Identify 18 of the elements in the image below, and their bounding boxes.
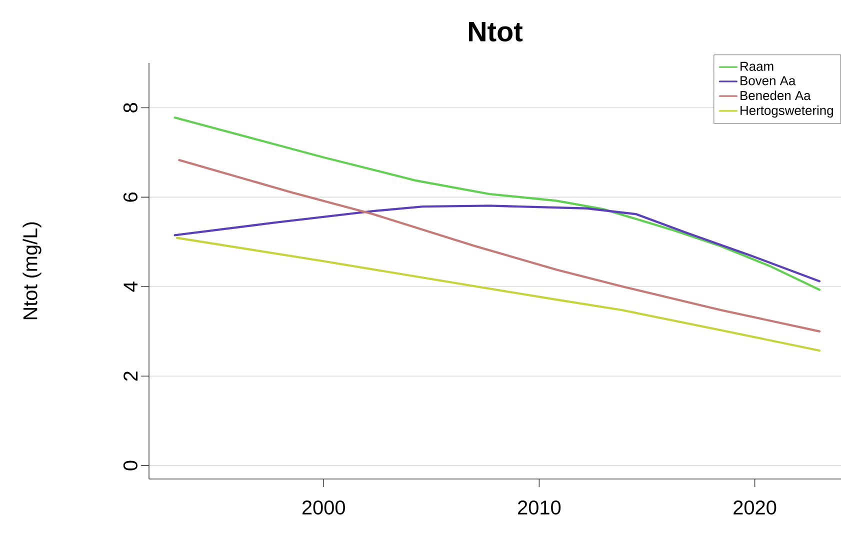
legend-label: Hertogswetering xyxy=(740,106,833,118)
y-axis-title: Ntot (mg/L) xyxy=(22,222,42,320)
legend-label: Raam xyxy=(740,62,774,71)
y-tick-label: 2 xyxy=(124,372,138,381)
x-tick-label: 2000 xyxy=(302,500,345,515)
legend-label: Beneden Aa xyxy=(740,90,811,100)
line-series xyxy=(174,204,821,282)
y-tick-label: 8 xyxy=(123,103,138,112)
chart-title: Ntot xyxy=(468,22,523,42)
line-series xyxy=(178,158,821,332)
y-tick-label: 0 xyxy=(123,460,138,470)
line-series xyxy=(176,236,821,352)
x-tick-label: 2020 xyxy=(734,500,776,515)
legend-label: Boven Aa xyxy=(740,76,796,86)
y-tick-label: 6 xyxy=(123,192,138,202)
y-tick-label: 4 xyxy=(124,282,138,292)
line-series xyxy=(174,116,821,291)
x-tick-label: 2010 xyxy=(518,500,561,515)
